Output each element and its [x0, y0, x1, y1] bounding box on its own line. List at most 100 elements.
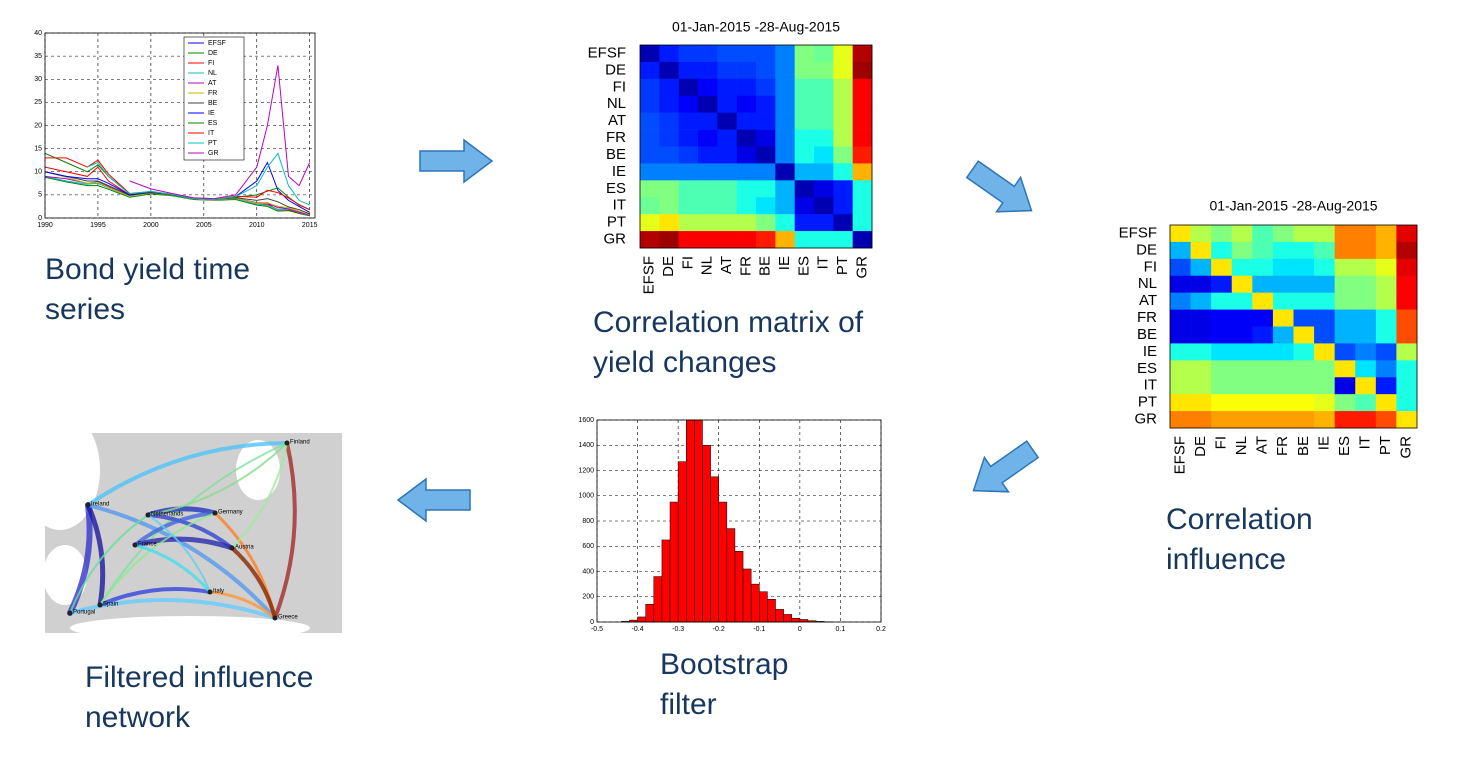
bar — [767, 599, 776, 623]
x-tick-label: 2000 — [143, 222, 159, 229]
heat-cell — [640, 112, 660, 130]
sea — [236, 440, 280, 500]
heat-cell — [756, 197, 776, 215]
heat-cell — [640, 78, 660, 97]
y-tick-label: 1200 — [578, 467, 594, 474]
heat-cell — [659, 78, 679, 97]
network-edge — [146, 513, 234, 550]
x-tick-label: -0.1 — [753, 626, 765, 633]
arrow — [972, 440, 1040, 493]
col-label: AT — [718, 256, 735, 274]
heat-cell — [775, 45, 795, 63]
y-tick-label: 200 — [582, 594, 594, 601]
heat-cell — [1334, 275, 1356, 293]
row-label: ES — [606, 180, 626, 197]
heat-cell — [678, 129, 699, 147]
heat-cell — [640, 214, 660, 232]
heat-cell — [736, 231, 757, 249]
heat-cell — [1375, 394, 1397, 412]
bar — [653, 576, 663, 623]
heat-cell — [1334, 309, 1356, 327]
heat-cell — [1355, 394, 1377, 412]
heat-cell — [1355, 225, 1377, 243]
heat-cell — [1314, 411, 1335, 429]
heat-cell — [775, 112, 795, 130]
heat-cell — [1293, 360, 1315, 378]
heat-cell — [1231, 377, 1253, 395]
y-tick-label: 400 — [582, 568, 594, 575]
heat-cell — [736, 197, 757, 215]
node-label: Portugal — [73, 610, 95, 616]
network-node — [85, 502, 91, 508]
heat-cell — [1396, 225, 1418, 243]
heat-cell — [1375, 258, 1397, 277]
legend-label: ES — [208, 120, 218, 127]
heat-cell — [1314, 360, 1335, 378]
heat-cell — [1396, 411, 1418, 429]
bar — [669, 501, 679, 623]
bar — [734, 551, 744, 623]
heat-cell — [1396, 309, 1418, 327]
legend-label: EFSF — [208, 40, 226, 47]
heat-cell — [736, 180, 757, 198]
network-edge — [147, 514, 211, 593]
heat-cell — [1272, 258, 1294, 277]
network-edge — [85, 502, 106, 608]
legend-label: FR — [208, 90, 217, 97]
network-edge — [147, 442, 288, 516]
legend-label: IE — [208, 110, 215, 117]
heat-cell — [1252, 225, 1274, 243]
heat-cell — [698, 129, 718, 147]
bar — [645, 604, 655, 623]
heat-cell — [794, 197, 815, 215]
heat-cell — [775, 231, 795, 249]
heat-cell — [717, 146, 737, 164]
legend-label: PT — [208, 140, 218, 147]
x-tick-label: 2010 — [249, 222, 265, 229]
heat-cell — [1314, 241, 1335, 260]
heat-cell — [1170, 411, 1191, 429]
heat-cell — [833, 45, 853, 63]
heat-cell — [852, 163, 873, 181]
col-label: DE — [1192, 436, 1209, 457]
heat-cell — [659, 95, 679, 113]
network-node — [207, 589, 213, 595]
heat-cell — [1334, 292, 1356, 310]
heat-cell — [1190, 225, 1212, 243]
row-label: GR — [1135, 411, 1158, 428]
heat-cell — [1334, 225, 1356, 243]
heat-cell — [678, 231, 699, 249]
heat-cell — [640, 45, 660, 63]
heat-cell — [1334, 360, 1356, 378]
col-label: NL — [1233, 436, 1250, 455]
heat-cell — [852, 61, 873, 80]
heat-cell — [814, 197, 834, 215]
heat-cell — [678, 214, 699, 232]
col-label: FI — [1212, 436, 1229, 449]
heat-cell — [1293, 343, 1315, 361]
heat-cell — [1211, 241, 1233, 260]
heat-cell — [1190, 241, 1212, 260]
series-line — [87, 152, 310, 206]
plot-frame — [44, 32, 316, 219]
heat-cell — [1375, 225, 1397, 243]
heat-cell — [852, 231, 873, 249]
heat-cell — [833, 61, 853, 80]
heat-cell — [736, 112, 757, 130]
network-node — [67, 610, 73, 616]
caption: Correlation matrix of yield changes — [593, 306, 864, 379]
heat-cell — [659, 112, 679, 130]
heat-cell — [1314, 292, 1335, 310]
heat-cell — [814, 61, 834, 80]
legend-label: DE — [208, 50, 218, 57]
heat-cell — [678, 112, 699, 130]
heat-cell — [1396, 343, 1418, 361]
heat-cell — [1211, 292, 1233, 310]
heat-cell — [1211, 258, 1233, 277]
heat-cell — [640, 61, 660, 80]
heat-cell — [794, 163, 815, 181]
bar — [742, 568, 752, 623]
x-tick-label: -0.5 — [591, 626, 603, 633]
heat-cell — [678, 146, 699, 164]
heat-cell — [659, 214, 679, 232]
